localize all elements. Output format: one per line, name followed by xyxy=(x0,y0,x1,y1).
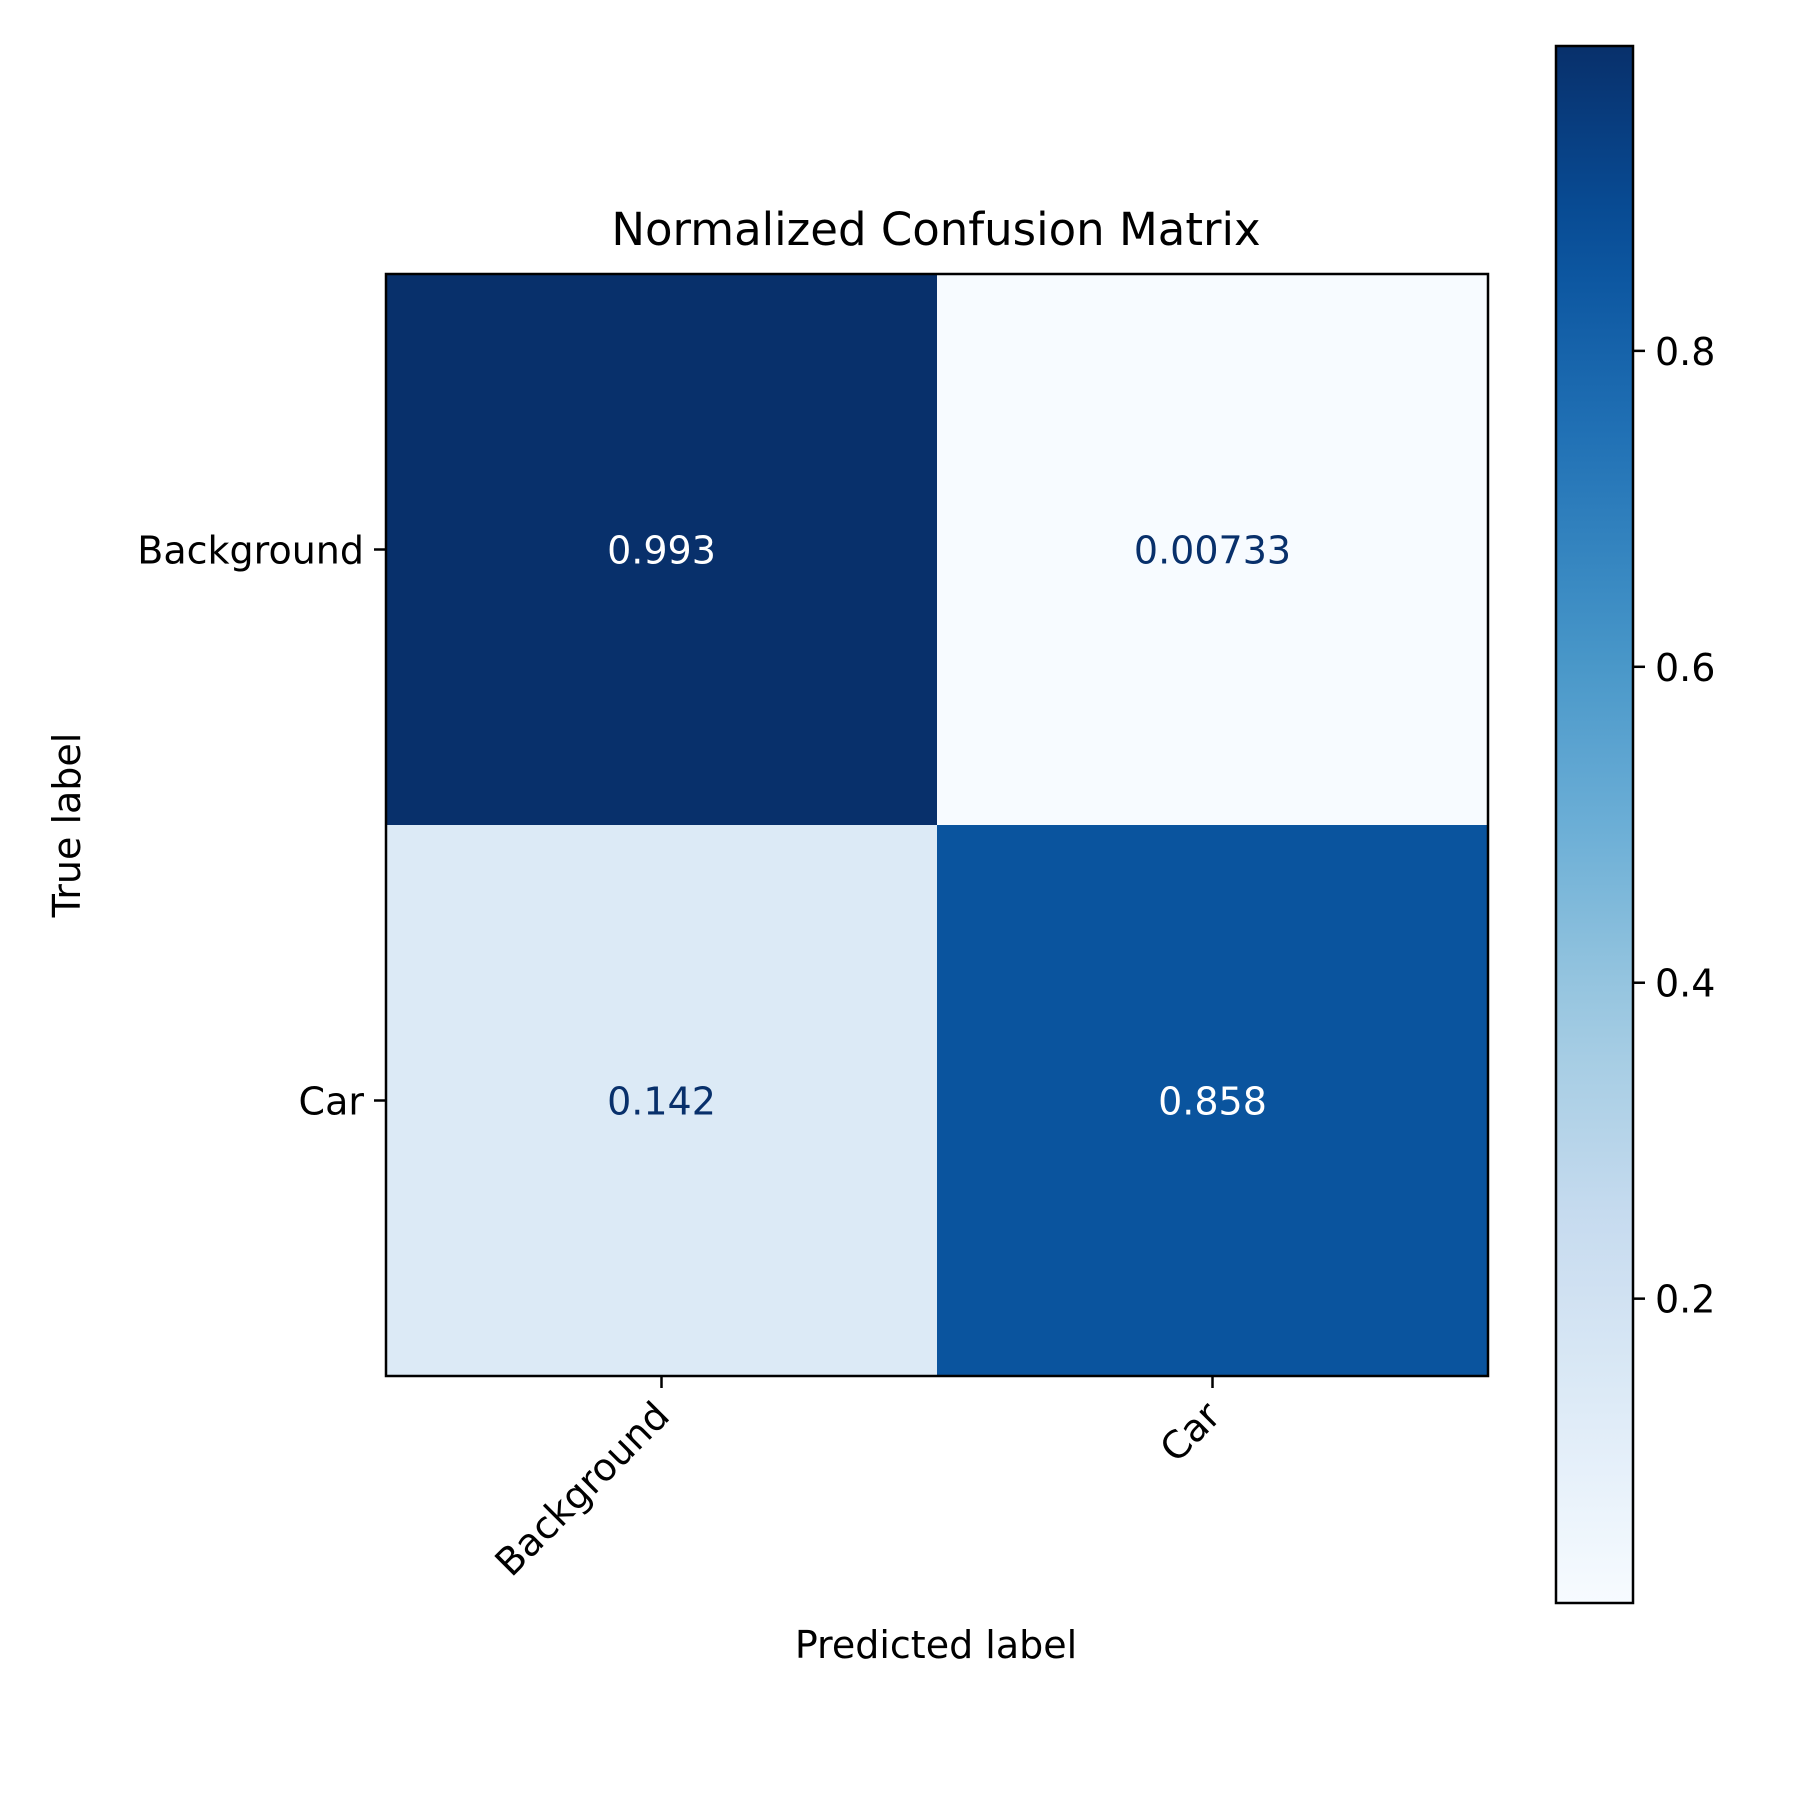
x-axis-label: Predicted label xyxy=(795,1623,1077,1667)
colorbar-tick-label: 0.6 xyxy=(1655,646,1715,690)
x-tick-label: Background xyxy=(486,1393,677,1584)
x-axis: Background Car xyxy=(486,1376,1229,1585)
cell-value-label-1-0: 0.142 xyxy=(607,1080,716,1124)
heatmap-cell-0-0 xyxy=(386,274,938,826)
chart-title: Normalized Confusion Matrix xyxy=(611,203,1260,256)
y-tick-label: Car xyxy=(299,1080,365,1124)
colorbar-tick-label: 0.2 xyxy=(1655,1278,1715,1322)
heatmap-cell-1-1 xyxy=(937,825,1489,1377)
heatmap-cell-0-1 xyxy=(937,274,1489,826)
y-axis: Background Car xyxy=(137,529,386,1124)
cell-value-label-0-0: 0.993 xyxy=(607,529,716,573)
colorbar-ticks: 0.2 0.4 0.6 0.8 xyxy=(1633,330,1715,1322)
plot-frame xyxy=(384,272,1490,1378)
heatmap-cell-1-0 xyxy=(386,825,938,1377)
heatmap-cells: 0.993 0.00733 0.142 0.858 xyxy=(386,274,1489,1377)
x-tick-label: Car xyxy=(1151,1393,1229,1471)
cell-value-label-1-1: 0.858 xyxy=(1158,1080,1267,1124)
y-axis-label: True label xyxy=(45,733,89,919)
colorbar xyxy=(1554,44,1635,1605)
colorbar-tick-label: 0.4 xyxy=(1655,962,1715,1006)
y-tick-label: Background xyxy=(137,529,364,573)
cell-value-label-0-1: 0.00733 xyxy=(1134,529,1291,573)
colorbar-tick-label: 0.8 xyxy=(1655,330,1715,374)
